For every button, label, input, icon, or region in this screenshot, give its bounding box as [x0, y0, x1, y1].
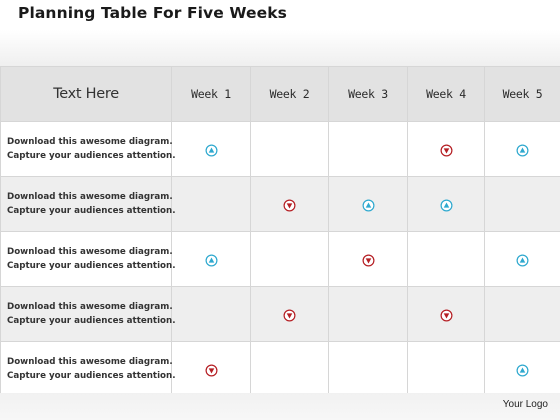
header-text-here: Text Here [0, 66, 172, 122]
table-row: Download this awesome diagram. Capture yo… [0, 176, 560, 232]
week-5-cell [484, 176, 560, 232]
week-4-cell [407, 286, 485, 342]
up-arrow-circle-icon [516, 254, 529, 266]
row-description: Download this awesome diagram. Capture yo… [0, 231, 176, 287]
week-3-cell [328, 176, 408, 232]
row-description: Download this awesome diagram. Capture yo… [0, 286, 176, 342]
week-2-cell [250, 286, 329, 342]
description-line-1: Download this awesome diagram. [7, 357, 173, 367]
week-5-cell [484, 286, 560, 342]
week-5-cell [484, 231, 560, 287]
week-1-cell [171, 121, 251, 177]
week-2-cell [250, 121, 329, 177]
down-arrow-circle-icon [362, 254, 374, 266]
planning-table: Text Here Week 1 Week 2 Week 3 Week 4 We… [0, 66, 560, 397]
table-row: Download this awesome diagram. Capture yo… [0, 231, 560, 287]
up-arrow-circle-icon [205, 254, 217, 266]
week-1-cell [171, 286, 251, 342]
row-description: Download this awesome diagram. Capture yo… [0, 341, 176, 397]
week-2-cell [250, 176, 329, 232]
up-arrow-circle-icon [516, 364, 529, 376]
week-2-cell [250, 231, 329, 287]
down-arrow-circle-icon [283, 309, 296, 321]
table-header-row: Text Here Week 1 Week 2 Week 3 Week 4 We… [0, 66, 560, 122]
down-arrow-circle-icon [440, 144, 452, 156]
week-4-cell [407, 176, 485, 232]
week-3-cell [328, 341, 408, 397]
up-arrow-circle-icon [516, 144, 529, 156]
down-arrow-circle-icon [440, 309, 452, 321]
header-week-3: Week 3 [328, 66, 408, 122]
table-row: Download this awesome diagram. Capture yo… [0, 286, 560, 342]
header-band [0, 30, 560, 66]
header-week-2: Week 2 [250, 66, 329, 122]
week-1-cell [171, 231, 251, 287]
table-row: Download this awesome diagram. Capture yo… [0, 341, 560, 397]
description-line-2: Capture your audiences attention. [7, 206, 176, 216]
description-line-2: Capture your audiences attention. [7, 371, 176, 381]
description-line-2: Capture your audiences attention. [7, 316, 176, 326]
footer-band [0, 393, 560, 420]
up-arrow-circle-icon [440, 199, 452, 211]
description-line-2: Capture your audiences attention. [7, 151, 176, 161]
description-line-1: Download this awesome diagram. [7, 137, 173, 147]
header-week-1: Week 1 [171, 66, 251, 122]
down-arrow-circle-icon [283, 199, 296, 211]
row-description: Download this awesome diagram. Capture yo… [0, 121, 176, 177]
up-arrow-circle-icon [362, 199, 374, 211]
down-arrow-circle-icon [205, 364, 217, 376]
week-3-cell [328, 286, 408, 342]
header-week-5: Week 5 [484, 66, 560, 122]
week-4-cell [407, 231, 485, 287]
description-line-1: Download this awesome diagram. [7, 192, 173, 202]
logo-text: Your Logo [502, 399, 548, 410]
description-line-1: Download this awesome diagram. [7, 302, 173, 312]
header-week-4: Week 4 [407, 66, 485, 122]
row-description: Download this awesome diagram. Capture yo… [0, 176, 176, 232]
week-5-cell [484, 341, 560, 397]
description-line-1: Download this awesome diagram. [7, 247, 173, 257]
week-1-cell [171, 341, 251, 397]
week-4-cell [407, 341, 485, 397]
week-1-cell [171, 176, 251, 232]
week-4-cell [407, 121, 485, 177]
week-2-cell [250, 341, 329, 397]
week-5-cell [484, 121, 560, 177]
week-3-cell [328, 121, 408, 177]
page-title: Planning Table For Five Weeks [18, 4, 287, 22]
week-3-cell [328, 231, 408, 287]
up-arrow-circle-icon [205, 144, 217, 156]
description-line-2: Capture your audiences attention. [7, 261, 176, 271]
table-row: Download this awesome diagram. Capture yo… [0, 121, 560, 177]
